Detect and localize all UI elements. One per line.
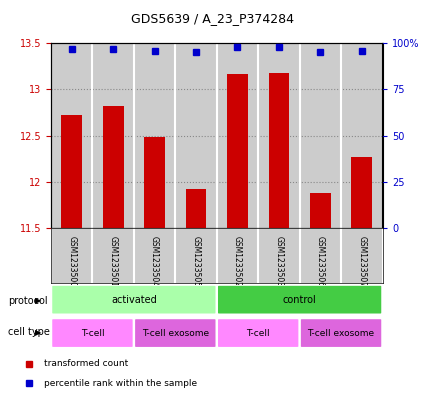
Bar — [61, 115, 82, 228]
FancyBboxPatch shape — [52, 286, 215, 314]
Text: GSM1233504: GSM1233504 — [150, 236, 159, 287]
FancyBboxPatch shape — [135, 319, 215, 347]
Text: ▶: ▶ — [35, 296, 42, 305]
Text: GSM1233500: GSM1233500 — [67, 236, 76, 287]
Text: GSM1233505: GSM1233505 — [192, 236, 201, 287]
Text: T-cell exosome: T-cell exosome — [142, 329, 209, 338]
Text: ▶: ▶ — [35, 328, 42, 336]
FancyBboxPatch shape — [218, 319, 298, 347]
Text: GSM1233506: GSM1233506 — [316, 236, 325, 287]
Bar — [351, 157, 372, 228]
FancyBboxPatch shape — [52, 319, 133, 347]
Text: percentile rank within the sample: percentile rank within the sample — [44, 379, 197, 387]
Bar — [269, 73, 289, 228]
Bar — [227, 74, 248, 228]
Text: GSM1233502: GSM1233502 — [233, 236, 242, 287]
Text: T-cell: T-cell — [81, 329, 104, 338]
Text: GSM1233503: GSM1233503 — [275, 236, 283, 287]
Text: T-cell exosome: T-cell exosome — [308, 329, 374, 338]
Text: protocol: protocol — [8, 296, 48, 306]
Text: activated: activated — [111, 295, 157, 305]
Text: GSM1233501: GSM1233501 — [109, 236, 118, 287]
FancyBboxPatch shape — [301, 319, 381, 347]
Bar — [186, 189, 207, 228]
Text: control: control — [283, 295, 317, 305]
Bar — [144, 138, 165, 228]
Text: transformed count: transformed count — [44, 359, 128, 368]
FancyBboxPatch shape — [218, 286, 381, 314]
Bar — [310, 193, 331, 228]
Text: cell type: cell type — [8, 327, 51, 337]
Bar — [103, 106, 124, 228]
Text: T-cell: T-cell — [246, 329, 270, 338]
Text: GDS5639 / A_23_P374284: GDS5639 / A_23_P374284 — [131, 12, 294, 25]
Text: GSM1233507: GSM1233507 — [357, 236, 366, 287]
